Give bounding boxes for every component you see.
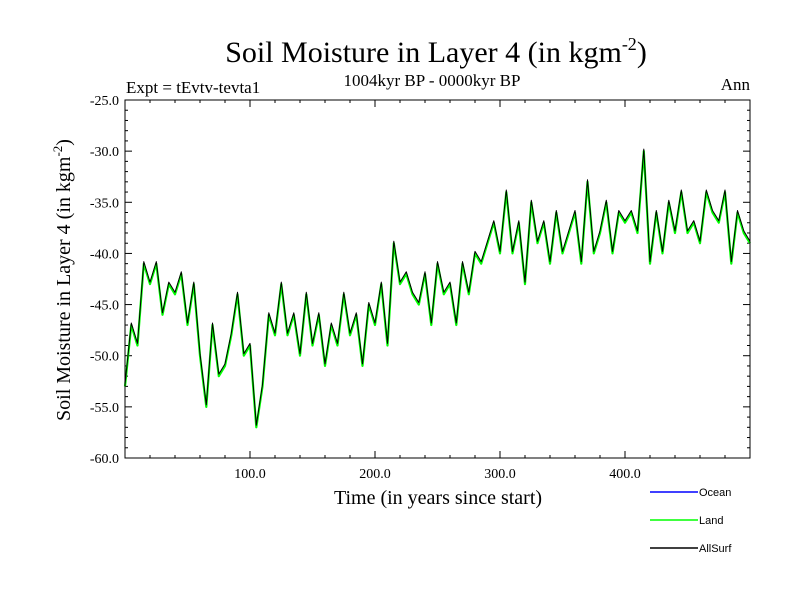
y-tick-label: -35.0 [90, 196, 119, 211]
legend-label-allsurf: AllSurf [699, 543, 732, 555]
x-tick-label: 300.0 [484, 467, 516, 482]
y-tick-label: -60.0 [90, 452, 119, 467]
legend-label-land: Land [699, 515, 723, 527]
y-tick-label: -50.0 [90, 350, 119, 365]
data-lines [123, 148, 751, 429]
y-axis-label: Soil Moisture in Layer 4 (in kgm-2) [50, 139, 75, 421]
title-exponent: -2 [622, 34, 637, 54]
x-tick-label: 100.0 [234, 467, 266, 482]
y-tick-label: -25.0 [90, 94, 119, 109]
legend: Ocean Land AllSurf [650, 487, 732, 555]
x-tick-label: 200.0 [359, 467, 391, 482]
title-main: Soil Moisture in Layer 4 (in kgm [225, 36, 622, 69]
title-close: ) [637, 36, 647, 69]
plot-frame [124, 99, 751, 459]
chart-subtitle: 1004kyr BP - 0000kyr BP [344, 71, 521, 90]
y-ticks: -25.0 -30.0 -35.0 -40.0 -45.0 -50.0 -55.0 -60.0 [90, 94, 750, 467]
legend-label-ocean: Ocean [699, 487, 731, 499]
expt-label: Expt = tEvtv-tevta1 [126, 78, 260, 97]
x-axis-label: Time (in years since start) [334, 487, 542, 509]
series-line-land [123, 150, 751, 429]
chart-title: Soil Moisture in Layer 4 (in kgm-2) [225, 34, 647, 69]
ylabel-close: ) [53, 139, 75, 146]
y-tick-label: -40.0 [90, 247, 119, 262]
period-label: Ann [721, 75, 751, 94]
series-line-allsurf [124, 148, 751, 426]
ylabel-exponent: -2 [50, 146, 65, 157]
y-tick-label: -45.0 [90, 299, 119, 314]
y-tick-label: -55.0 [90, 401, 119, 416]
x-ticks: 100.0 200.0 300.0 400.0 [149, 100, 726, 482]
x-tick-label: 400.0 [609, 467, 641, 482]
y-tick-label: -30.0 [90, 145, 119, 160]
ylabel-main: Soil Moisture in Layer 4 (in kgm [53, 156, 75, 421]
